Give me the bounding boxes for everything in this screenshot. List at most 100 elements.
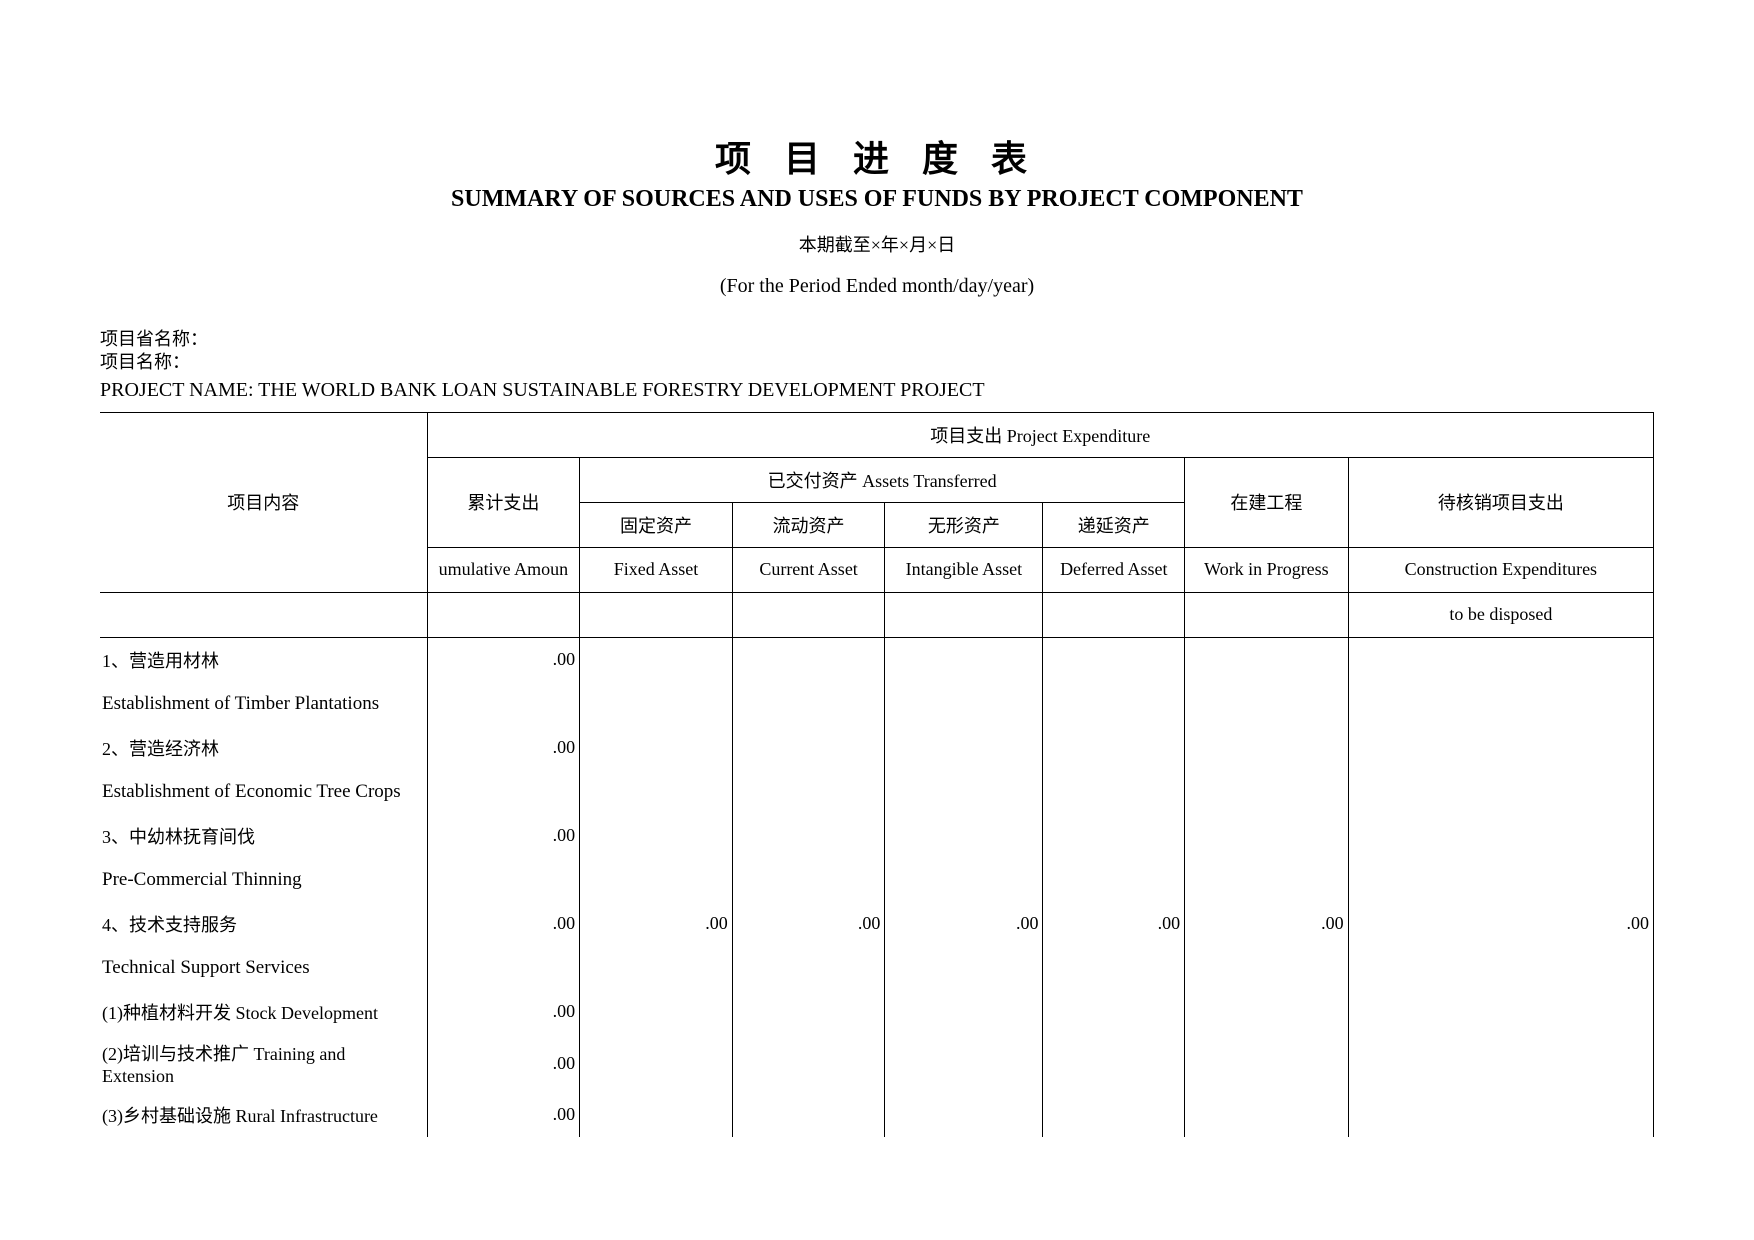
cell-ca <box>732 858 885 902</box>
row-label: Pre-Commercial Thinning <box>100 858 427 902</box>
header-current-en: Current Asset <box>732 547 885 592</box>
table-row: (3)乡村基础设施 Rural Infrastructure.00 <box>100 1093 1654 1137</box>
cell-wip <box>1185 858 1349 902</box>
header-current-cn: 流动资产 <box>732 502 885 547</box>
table-row: (2)培训与技术推广 Training and Extension.00 <box>100 1034 1654 1093</box>
cell-cum <box>427 770 580 814</box>
cell-da <box>1043 1093 1185 1137</box>
cell-fa <box>580 990 733 1034</box>
period-cn: 本期截至×年×月×日 <box>100 231 1654 257</box>
row-label: (3)乡村基础设施 Rural Infrastructure <box>100 1093 427 1137</box>
cell-ce <box>1348 770 1653 814</box>
cell-cum: .00 <box>427 814 580 858</box>
period-en: (For the Period Ended month/day/year) <box>100 275 1654 298</box>
header-deferred-cn: 递延资产 <box>1043 502 1185 547</box>
cell-da: .00 <box>1043 902 1185 946</box>
header-wip-en: Work in Progress <box>1185 547 1349 592</box>
project-name-en: PROJECT NAME: THE WORLD BANK LOAN SUSTAI… <box>100 379 1654 402</box>
cell-da <box>1043 682 1185 726</box>
cell-cum: .00 <box>427 726 580 770</box>
cell-ia <box>885 770 1043 814</box>
cell-wip <box>1185 1034 1349 1093</box>
cell-fa <box>580 682 733 726</box>
province-label: 项目省名称： <box>100 328 1654 351</box>
cell-cum <box>427 682 580 726</box>
title-cn: 项 目 进 度 表 <box>100 130 1654 182</box>
header-ce-en1: Construction Expenditures <box>1348 547 1653 592</box>
cell-ia <box>885 637 1043 682</box>
cell-ia <box>885 1034 1043 1093</box>
cell-ce <box>1348 726 1653 770</box>
cell-ca: .00 <box>732 902 885 946</box>
cell-da <box>1043 946 1185 990</box>
header-intangible-en: Intangible Asset <box>885 547 1043 592</box>
cell-cum: .00 <box>427 990 580 1034</box>
row-label: (1)种植材料开发 Stock Development <box>100 990 427 1034</box>
cell-cum: .00 <box>427 637 580 682</box>
table-row: Pre-Commercial Thinning <box>100 858 1654 902</box>
header-ce-en2: to be disposed <box>1348 592 1653 637</box>
cell-ca <box>732 990 885 1034</box>
cell-ce <box>1348 1093 1653 1137</box>
cell-ce <box>1348 946 1653 990</box>
header-assets-transferred: 已交付资产 Assets Transferred <box>580 457 1185 502</box>
cell-wip <box>1185 770 1349 814</box>
header-fixed-en: Fixed Asset <box>580 547 733 592</box>
cell-wip <box>1185 814 1349 858</box>
project-label-cn: 项目名称： <box>100 351 1654 374</box>
table-row: 3、中幼林抚育间伐.00 <box>100 814 1654 858</box>
cell-cum <box>427 858 580 902</box>
table-row: 1、营造用材林.00 <box>100 637 1654 682</box>
cell-ia <box>885 814 1043 858</box>
table-row: Establishment of Timber Plantations <box>100 682 1654 726</box>
cell-cum <box>427 946 580 990</box>
cell-fa <box>580 946 733 990</box>
cell-ca <box>732 1093 885 1137</box>
cell-cum: .00 <box>427 1093 580 1137</box>
table-row: Establishment of Economic Tree Crops <box>100 770 1654 814</box>
cell-wip <box>1185 637 1349 682</box>
table-row: 2、营造经济林.00 <box>100 726 1654 770</box>
table-row: (1)种植材料开发 Stock Development.00 <box>100 990 1654 1034</box>
cell-ce <box>1348 682 1653 726</box>
cell-da <box>1043 770 1185 814</box>
header-wip-cn: 在建工程 <box>1185 457 1349 547</box>
row-label: Establishment of Timber Plantations <box>100 682 427 726</box>
header-deferred-en: Deferred Asset <box>1043 547 1185 592</box>
cell-da <box>1043 726 1185 770</box>
cell-ca <box>732 770 885 814</box>
cell-fa <box>580 637 733 682</box>
title-en: SUMMARY OF SOURCES AND USES OF FUNDS BY … <box>100 186 1654 213</box>
row-label: (2)培训与技术推广 Training and Extension <box>100 1034 427 1093</box>
header-ce-cn: 待核销项目支出 <box>1348 457 1653 547</box>
row-label: 1、营造用材林 <box>100 637 427 682</box>
cell-da <box>1043 1034 1185 1093</box>
header-cum-cn: 累计支出 <box>427 457 580 547</box>
cell-ia <box>885 1093 1043 1137</box>
cell-fa <box>580 814 733 858</box>
cell-wip <box>1185 682 1349 726</box>
cell-ia <box>885 726 1043 770</box>
cell-ca <box>732 637 885 682</box>
header-fixed-cn: 固定资产 <box>580 502 733 547</box>
cell-fa <box>580 858 733 902</box>
row-label: 3、中幼林抚育间伐 <box>100 814 427 858</box>
cell-ia <box>885 946 1043 990</box>
row-label: Technical Support Services <box>100 946 427 990</box>
cell-fa: .00 <box>580 902 733 946</box>
cell-fa <box>580 1093 733 1137</box>
row-label: 4、技术支持服务 <box>100 902 427 946</box>
cell-wip <box>1185 990 1349 1034</box>
cell-da <box>1043 858 1185 902</box>
cell-ce: .00 <box>1348 902 1653 946</box>
row-label: Establishment of Economic Tree Crops <box>100 770 427 814</box>
cell-ca <box>732 946 885 990</box>
cell-fa <box>580 770 733 814</box>
table-row: 4、技术支持服务.00.00.00.00.00.00.00 <box>100 902 1654 946</box>
header-expenditure-group: 项目支出 Project Expenditure <box>427 412 1653 457</box>
cell-da <box>1043 814 1185 858</box>
cell-wip <box>1185 726 1349 770</box>
cell-ia: .00 <box>885 902 1043 946</box>
progress-table: 项目内容 项目支出 Project Expenditure 累计支出 已交付资产… <box>100 412 1654 1137</box>
cell-ca <box>732 1034 885 1093</box>
